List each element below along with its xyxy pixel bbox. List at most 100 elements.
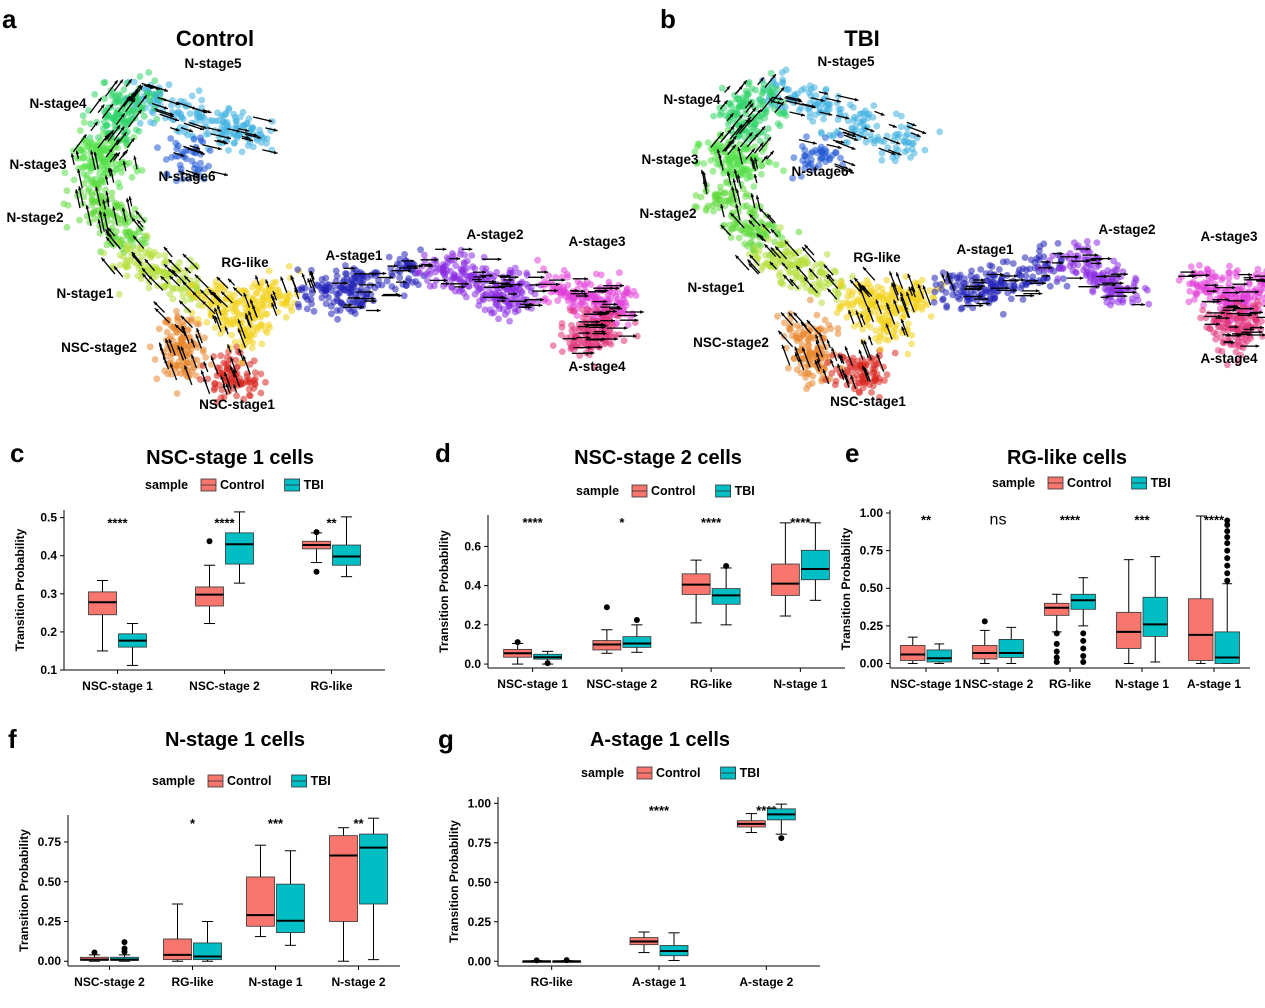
cell-point (244, 324, 251, 332)
velocity-arrowhead (191, 338, 195, 343)
cell-point (558, 273, 566, 281)
cell-point (620, 337, 628, 345)
cell-point (463, 293, 470, 301)
cell-point (130, 78, 138, 86)
cell-point (515, 302, 523, 309)
velocity-arrowhead (139, 85, 143, 90)
cell-point (94, 147, 102, 155)
cell-point (736, 103, 743, 110)
cell-point (910, 149, 918, 157)
velocity-arrowhead (148, 275, 153, 280)
velocity-arrowhead (509, 284, 514, 288)
cell-point (571, 294, 579, 301)
cell-point (776, 122, 784, 130)
velocity-arrowhead (291, 276, 295, 280)
cell-point (215, 117, 223, 125)
cell-point (785, 256, 792, 264)
cell-point (91, 215, 99, 223)
cell-point (443, 254, 451, 262)
velocity-arrowhead (116, 125, 120, 130)
cell-point (518, 278, 526, 286)
cell-point (726, 221, 734, 229)
cell-point (257, 389, 265, 397)
cell-point (99, 144, 107, 152)
cell-point (540, 265, 547, 273)
cell-point (333, 307, 341, 314)
cell-point (900, 138, 908, 146)
velocity-arrowhead (393, 264, 398, 268)
cell-point (194, 294, 201, 302)
velocity-arrowhead (360, 305, 364, 309)
cluster-label-n-stage5: N-stage5 (184, 56, 242, 71)
velocity-arrowhead (106, 231, 110, 236)
cell-point (127, 235, 135, 243)
velocity-arrowhead (210, 356, 215, 361)
velocity-arrowhead (237, 319, 242, 324)
velocity-arrowhead (403, 280, 407, 284)
velocity-arrowhead (442, 247, 447, 251)
velocity-arrowhead (112, 206, 116, 211)
cell-point (823, 250, 831, 258)
cluster-label-rg-like: RG-like (853, 250, 901, 265)
cell-point (801, 146, 809, 154)
velocity-arrowhead (113, 152, 117, 157)
cluster-label-nsc-stage2: NSC-stage2 (693, 335, 769, 350)
velocity-arrowhead (122, 161, 127, 165)
cell-point (233, 118, 240, 125)
cell-point (1082, 264, 1089, 272)
cell-point (80, 180, 88, 188)
cell-point (767, 92, 775, 100)
cluster-label-n-stage6: N-stage6 (158, 169, 216, 184)
cell-point (265, 321, 273, 329)
velocity-arrowhead (180, 153, 185, 157)
cell-point (83, 175, 91, 183)
velocity-arrowhead (95, 186, 99, 191)
velocity-arrowhead (372, 283, 376, 287)
velocity-arrowhead (896, 272, 900, 277)
velocity-arrowhead (138, 109, 142, 114)
velocity-arrowhead (478, 277, 482, 282)
cell-point (183, 306, 191, 314)
velocity-arrowhead (217, 305, 221, 310)
cell-point (479, 284, 487, 291)
cell-point (246, 307, 254, 315)
cell-point (334, 315, 341, 323)
cell-point (545, 298, 552, 306)
cell-point (578, 296, 586, 303)
velocity-arrowhead (109, 104, 113, 108)
cell-point (331, 282, 339, 290)
cell-point (206, 147, 214, 155)
cell-point (79, 112, 87, 120)
cluster-label-nsc-stage2: NSC-stage2 (61, 340, 137, 355)
velocity-arrowhead (119, 79, 123, 84)
velocity-arrowhead (540, 297, 544, 302)
cell-point (742, 193, 749, 200)
cell-point (475, 302, 483, 309)
velocity-arrowhead (175, 127, 180, 132)
velocity-arrowhead (268, 119, 273, 123)
velocity-arrowhead (465, 282, 469, 286)
cell-point (151, 77, 159, 85)
cell-point (809, 118, 817, 125)
cluster-label-n-stage1: N-stage1 (56, 286, 114, 301)
velocity-arrowhead (242, 355, 247, 360)
cell-point (834, 290, 842, 298)
cell-point (216, 364, 224, 372)
cell-point (64, 201, 72, 209)
cluster-label-a-stage4: A-stage4 (1200, 351, 1258, 366)
cell-point (261, 297, 268, 304)
cell-point (859, 120, 866, 127)
velocity-arrowhead (356, 296, 360, 300)
cell-point (727, 234, 735, 241)
velocity-arrowhead (200, 151, 205, 155)
cell-point (930, 299, 938, 306)
cell-point (252, 290, 260, 298)
velocity-arrowhead (195, 334, 199, 339)
cluster-label-n-stage3: N-stage3 (9, 157, 67, 172)
cell-point (185, 175, 193, 183)
cell-point (1236, 285, 1243, 292)
cell-point (318, 294, 326, 302)
cell-point (1259, 333, 1265, 340)
cell-point (262, 310, 270, 318)
